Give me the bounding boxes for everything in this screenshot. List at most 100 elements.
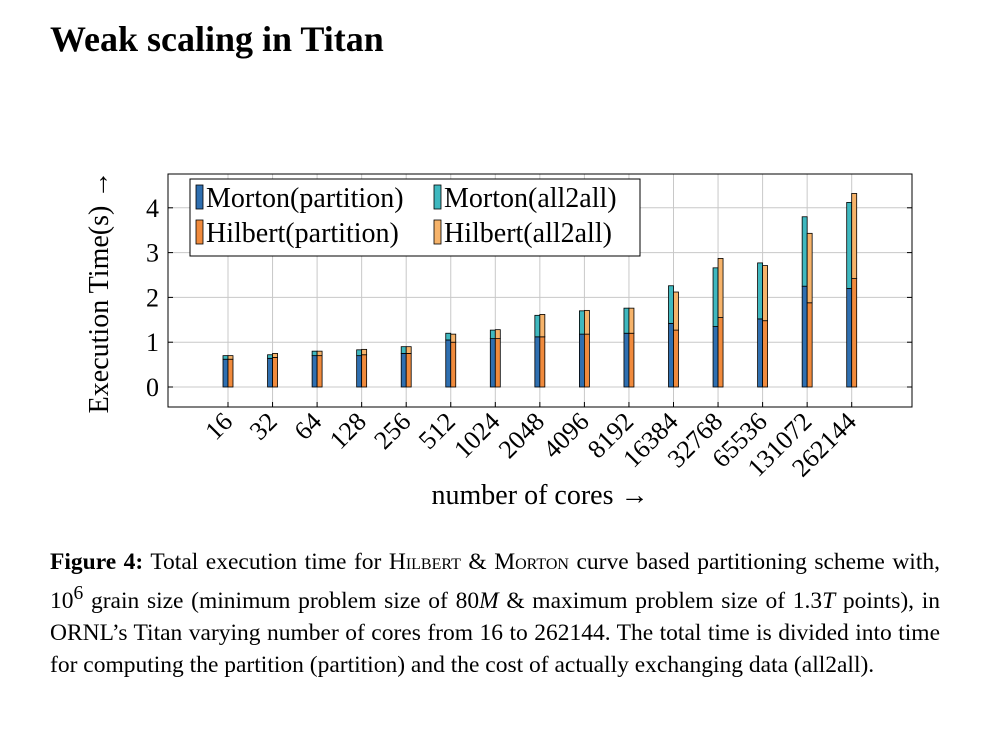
bar-hilbert-all2all-256 <box>405 346 412 354</box>
bar-morton-all2all-262144 <box>846 202 853 289</box>
caption-to-cores: 262144 <box>534 619 605 646</box>
bar-morton-partition-16 <box>222 358 229 388</box>
bar-hilbert-all2all-64 <box>316 350 323 357</box>
bar-morton-all2all-512 <box>445 332 452 341</box>
bar-hilbert-all2all-32 <box>272 352 278 358</box>
bar-hilbert-all2all-128 <box>361 348 368 356</box>
bar-hilbert-partition-16384 <box>673 329 679 388</box>
bar-hilbert-all2all-8192 <box>628 307 635 334</box>
caption-text: grain size (minimum problem size of <box>90 587 448 614</box>
bar-morton-partition-4096 <box>579 333 585 388</box>
bar-hilbert-all2all-16 <box>227 355 234 360</box>
caption-text: points), in ORNL’s Titan varying number … <box>50 587 941 646</box>
bar-morton-all2all-16 <box>222 355 229 360</box>
x-tick-label: 4096 <box>537 407 594 464</box>
bar-hilbert-partition-32768 <box>717 317 724 388</box>
bar-hilbert-partition-131072 <box>806 302 813 388</box>
caption-grain-exponent: 6 <box>73 583 84 604</box>
bar-morton-all2all-32 <box>267 354 273 359</box>
x-tick-label: 1024 <box>448 407 505 464</box>
bar-hilbert-partition-512 <box>450 341 457 388</box>
x-tick-label: 2048 <box>493 407 550 464</box>
bar-morton-partition-256 <box>400 352 407 388</box>
bar-hilbert-partition-262144 <box>851 278 858 388</box>
caption-grain: 10 <box>50 587 74 614</box>
caption-min-size: 80 <box>455 587 480 614</box>
bar-hilbert-all2all-1024 <box>494 329 501 340</box>
y-axis-label: Execution Time(s) → <box>84 171 115 414</box>
bar-hilbert-partition-128 <box>361 354 368 388</box>
bar-morton-all2all-256 <box>400 346 407 354</box>
bar-morton-all2all-4096 <box>579 310 585 335</box>
x-tick-label: 32 <box>244 407 283 446</box>
page-title: Weak scaling in Titan <box>50 19 384 59</box>
caption-from-cores: 16 <box>479 619 504 646</box>
bar-morton-all2all-1024 <box>489 329 496 340</box>
caption-morton: Morton <box>494 549 569 575</box>
y-tick-label: 0 <box>146 373 159 402</box>
bar-morton-all2all-128 <box>356 349 363 357</box>
legend-swatch <box>195 184 204 210</box>
bar-hilbert-partition-65536 <box>762 320 768 388</box>
bar-hilbert-partition-256 <box>405 352 412 388</box>
caption-text: to <box>509 619 528 646</box>
x-axis-ticks: 16 32 641282565121024204840968192163843276… <box>199 402 862 482</box>
bar-morton-partition-262144 <box>846 288 853 388</box>
bar-morton-partition-128 <box>356 355 363 388</box>
legend-swatch <box>195 219 204 245</box>
bar-morton-partition-64 <box>311 355 318 388</box>
bar-hilbert-partition-1024 <box>494 338 501 388</box>
bar-morton-partition-131072 <box>801 285 808 388</box>
weak-scaling-chart: 0 1 2 3 4 16 32 641282565121024204840968192163… <box>84 171 913 511</box>
bar-morton-partition-32 <box>267 357 273 388</box>
x-tick-label: 16 <box>199 407 238 446</box>
bar-hilbert-all2all-32768 <box>717 258 724 318</box>
caption-max-unit: T <box>822 587 836 614</box>
caption-text: . The total time is divided into time fo… <box>50 619 941 678</box>
bar-morton-partition-65536 <box>757 318 763 388</box>
bar-morton-partition-512 <box>445 339 452 388</box>
y-axis-ticks: 0 1 2 3 4 <box>146 194 912 402</box>
chart-legend: Morton(partition) Morton(all2all) Hilbert(… <box>189 178 641 257</box>
bar-morton-partition-8192 <box>623 332 630 388</box>
bar-hilbert-all2all-16384 <box>673 291 679 331</box>
bar-morton-partition-2048 <box>534 336 541 388</box>
bar-morton-all2all-32768 <box>712 267 719 327</box>
x-axis-label: number of cores → <box>432 480 649 511</box>
caption-text: & maximum problem size of <box>506 587 786 614</box>
legend-label: Morton(partition) <box>206 183 404 214</box>
bar-hilbert-partition-64 <box>316 355 323 388</box>
caption-min-unit: M <box>479 587 499 614</box>
bar-hilbert-partition-2048 <box>539 336 546 388</box>
bar-hilbert-all2all-262144 <box>851 193 858 279</box>
y-tick-label: 2 <box>146 283 159 312</box>
bar-hilbert-partition-8192 <box>628 332 635 388</box>
x-tick-label: 256 <box>368 407 416 455</box>
legend-label: Morton(all2all) <box>444 183 617 214</box>
bar-morton-all2all-16384 <box>668 285 674 324</box>
bar-morton-all2all-131072 <box>801 216 808 287</box>
y-tick-label: 3 <box>146 239 159 268</box>
bar-morton-all2all-2048 <box>534 314 541 338</box>
bar-hilbert-all2all-4096 <box>584 309 590 335</box>
caption-text: & <box>468 549 487 575</box>
caption-text: curve based partitioning scheme with, <box>576 549 940 575</box>
bar-hilbert-all2all-2048 <box>539 314 546 338</box>
chart-bars <box>222 193 858 388</box>
figure-label: Figure 4: <box>50 549 144 575</box>
bar-hilbert-partition-16 <box>227 358 234 388</box>
y-tick-label: 4 <box>146 194 159 223</box>
bar-morton-partition-16384 <box>668 322 674 388</box>
y-tick-label: 1 <box>146 328 159 357</box>
legend-swatch <box>433 219 442 245</box>
bar-morton-all2all-64 <box>311 350 318 357</box>
bar-morton-all2all-65536 <box>757 262 763 320</box>
bar-morton-all2all-8192 <box>623 307 630 334</box>
bar-hilbert-all2all-65536 <box>762 265 768 322</box>
caption-max-size: 1.3 <box>792 587 823 614</box>
bar-hilbert-all2all-131072 <box>806 232 813 304</box>
x-tick-label: 64 <box>288 407 327 446</box>
x-tick-label: 128 <box>324 407 372 455</box>
caption-text: Total execution time for <box>150 549 382 575</box>
legend-label: Hilbert(partition) <box>206 218 399 249</box>
